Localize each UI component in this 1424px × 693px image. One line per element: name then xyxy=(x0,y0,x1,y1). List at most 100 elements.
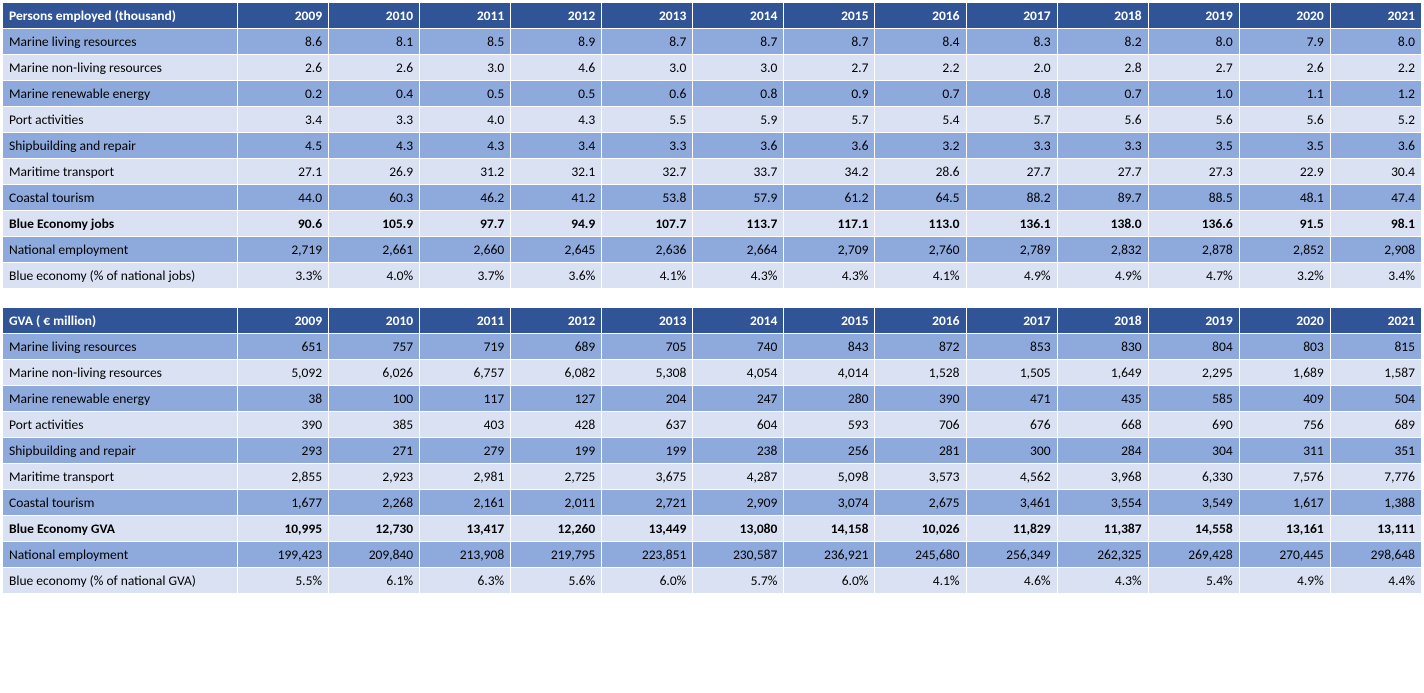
cell-value: 5.2 xyxy=(1331,107,1421,132)
cell-value: 4.3 xyxy=(511,107,601,132)
cell-value: 238 xyxy=(693,438,783,463)
cell-value: 2.7 xyxy=(784,55,874,80)
cell-value: 2,908 xyxy=(1331,237,1421,262)
year-header: 2012 xyxy=(511,308,601,333)
table-row: Marine living resources65175771968970574… xyxy=(3,334,1421,359)
cell-value: 136.1 xyxy=(967,211,1057,236)
cell-value: 2,709 xyxy=(784,237,874,262)
cell-value: 5.6% xyxy=(511,568,601,593)
cell-value: 5.4% xyxy=(1149,568,1239,593)
table-row: Coastal tourism44.060.346.241.253.857.96… xyxy=(3,185,1421,210)
year-header: 2018 xyxy=(1058,308,1148,333)
cell-value: 64.5 xyxy=(875,185,965,210)
row-label: Marine renewable energy xyxy=(3,81,237,106)
cell-value: 14,558 xyxy=(1149,516,1239,541)
cell-value: 1,505 xyxy=(967,360,1057,385)
cell-value: 311 xyxy=(1240,438,1330,463)
cell-value: 8.6 xyxy=(238,29,328,54)
cell-value: 61.2 xyxy=(784,185,874,210)
cell-value: 385 xyxy=(329,412,419,437)
cell-value: 4.1% xyxy=(602,263,692,288)
cell-value: 105.9 xyxy=(329,211,419,236)
cell-value: 2,725 xyxy=(511,464,601,489)
cell-value: 1.1 xyxy=(1240,81,1330,106)
cell-value: 2,161 xyxy=(420,490,510,515)
cell-value: 0.6 xyxy=(602,81,692,106)
cell-value: 2,719 xyxy=(238,237,328,262)
cell-value: 5,308 xyxy=(602,360,692,385)
cell-value: 668 xyxy=(1058,412,1148,437)
year-header: 2019 xyxy=(1149,308,1239,333)
cell-value: 38 xyxy=(238,386,328,411)
row-label: Port activities xyxy=(3,107,237,132)
cell-value: 6,082 xyxy=(511,360,601,385)
cell-value: 3,675 xyxy=(602,464,692,489)
cell-value: 3.6 xyxy=(693,133,783,158)
cell-value: 2,664 xyxy=(693,237,783,262)
cell-value: 3.4 xyxy=(238,107,328,132)
cell-value: 2.7 xyxy=(1149,55,1239,80)
table-row: Shipbuilding and repair29327127919919923… xyxy=(3,438,1421,463)
cell-value: 2,660 xyxy=(420,237,510,262)
table-row: Maritime transport2,8552,9232,9812,7253,… xyxy=(3,464,1421,489)
year-header: 2018 xyxy=(1058,3,1148,28)
cell-value: 0.5 xyxy=(511,81,601,106)
cell-value: 4.0 xyxy=(420,107,510,132)
cell-value: 3.0 xyxy=(693,55,783,80)
cell-value: 47.4 xyxy=(1331,185,1421,210)
cell-value: 8.7 xyxy=(784,29,874,54)
cell-value: 90.6 xyxy=(238,211,328,236)
table-row: Blue economy (% of national GVA)5.5%6.1%… xyxy=(3,568,1421,593)
cell-value: 2,852 xyxy=(1240,237,1330,262)
cell-value: 4.1% xyxy=(875,568,965,593)
table-row: National employment199,423209,840213,908… xyxy=(3,542,1421,567)
cell-value: 637 xyxy=(602,412,692,437)
cell-value: 27.1 xyxy=(238,159,328,184)
cell-value: 3,074 xyxy=(784,490,874,515)
row-label: Marine renewable energy xyxy=(3,386,237,411)
cell-value: 2.6 xyxy=(1240,55,1330,80)
cell-value: 117.1 xyxy=(784,211,874,236)
cell-value: 293 xyxy=(238,438,328,463)
year-header: 2016 xyxy=(875,308,965,333)
cell-value: 219,795 xyxy=(511,542,601,567)
cell-value: 27.7 xyxy=(967,159,1057,184)
cell-value: 2.6 xyxy=(329,55,419,80)
cell-value: 604 xyxy=(693,412,783,437)
cell-value: 2,789 xyxy=(967,237,1057,262)
cell-value: 3,549 xyxy=(1149,490,1239,515)
row-label: Shipbuilding and repair xyxy=(3,133,237,158)
year-header: 2017 xyxy=(967,308,1057,333)
cell-value: 4.3 xyxy=(420,133,510,158)
cell-value: 0.2 xyxy=(238,81,328,106)
cell-value: 91.5 xyxy=(1240,211,1330,236)
cell-value: 585 xyxy=(1149,386,1239,411)
cell-value: 10,026 xyxy=(875,516,965,541)
cell-value: 53.8 xyxy=(602,185,692,210)
cell-value: 6.1% xyxy=(329,568,419,593)
cell-value: 236,921 xyxy=(784,542,874,567)
cell-value: 504 xyxy=(1331,386,1421,411)
cell-value: 4.9% xyxy=(1058,263,1148,288)
year-header: 2020 xyxy=(1240,308,1330,333)
cell-value: 2,760 xyxy=(875,237,965,262)
cell-value: 2,832 xyxy=(1058,237,1148,262)
cell-value: 3.0 xyxy=(420,55,510,80)
cell-value: 3,968 xyxy=(1058,464,1148,489)
cell-value: 435 xyxy=(1058,386,1148,411)
cell-value: 113.0 xyxy=(875,211,965,236)
cell-value: 853 xyxy=(967,334,1057,359)
cell-value: 6.0% xyxy=(602,568,692,593)
cell-value: 1,677 xyxy=(238,490,328,515)
cell-value: 4.0% xyxy=(329,263,419,288)
cell-value: 304 xyxy=(1149,438,1239,463)
cell-value: 269,428 xyxy=(1149,542,1239,567)
table-row: Blue Economy jobs90.6105.997.794.9107.71… xyxy=(3,211,1421,236)
cell-value: 2,923 xyxy=(329,464,419,489)
row-label: Marine non-living resources xyxy=(3,55,237,80)
cell-value: 279 xyxy=(420,438,510,463)
cell-value: 2.2 xyxy=(875,55,965,80)
cell-value: 4,054 xyxy=(693,360,783,385)
cell-value: 676 xyxy=(967,412,1057,437)
cell-value: 815 xyxy=(1331,334,1421,359)
